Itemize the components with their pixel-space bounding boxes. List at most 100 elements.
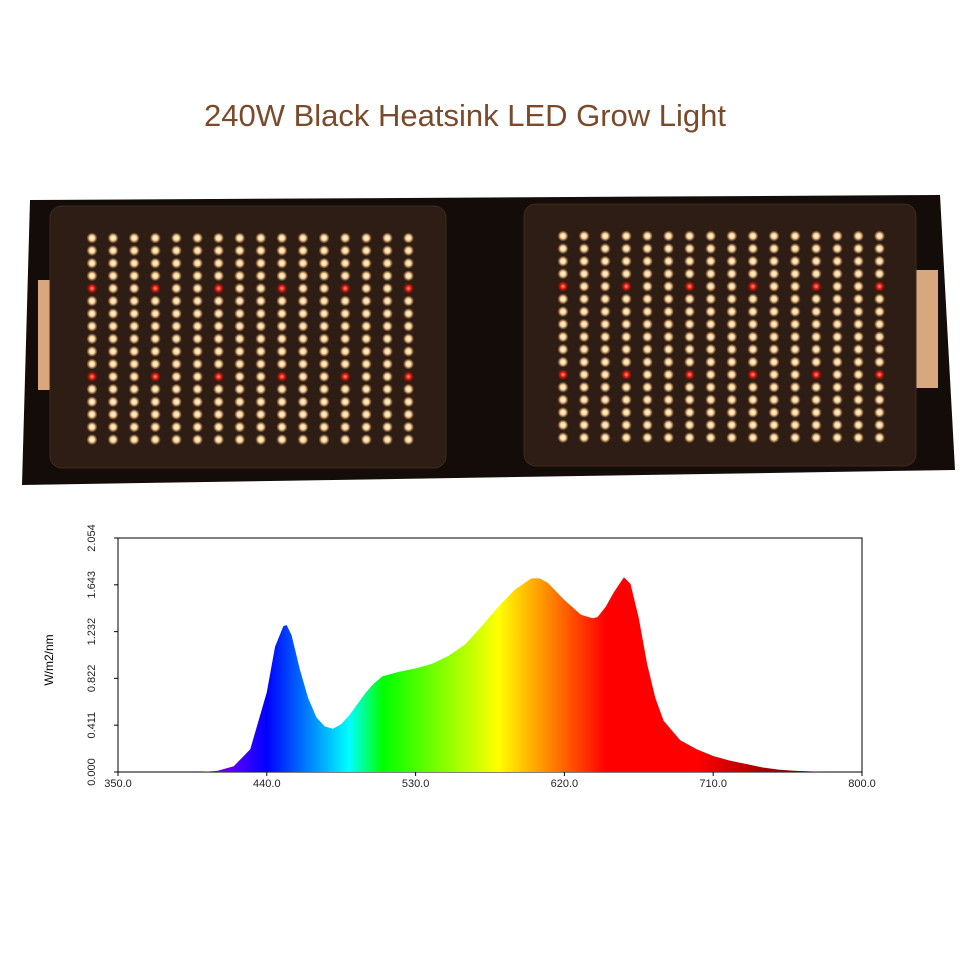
white-led — [276, 434, 288, 446]
white-led — [318, 434, 330, 446]
white-led — [192, 232, 203, 244]
white-led — [726, 406, 738, 418]
white-led — [557, 230, 569, 242]
lamp-photo — [22, 195, 955, 485]
white-led — [768, 280, 780, 292]
white-led — [810, 243, 822, 255]
white-led — [810, 230, 822, 242]
white-led — [789, 230, 801, 242]
white-led — [620, 432, 632, 444]
white-led — [852, 255, 864, 267]
y-tick-label: 2.054 — [86, 524, 98, 552]
white-led — [297, 383, 309, 395]
white-led — [789, 331, 801, 343]
white-led — [192, 383, 203, 395]
white-led — [297, 358, 309, 370]
white-led — [318, 232, 330, 244]
x-tick-label: 800.0 — [848, 778, 876, 790]
red-led — [339, 371, 351, 383]
white-led — [789, 394, 801, 406]
white-led — [705, 230, 717, 242]
white-led — [663, 406, 674, 418]
white-led — [768, 419, 780, 431]
white-led — [234, 270, 246, 282]
white-led — [641, 230, 653, 242]
white-led — [705, 343, 717, 355]
white-led — [339, 257, 351, 269]
white-led — [620, 331, 632, 343]
white-led — [128, 320, 140, 332]
white-led — [339, 421, 351, 433]
white-led — [768, 381, 780, 393]
white-led — [620, 394, 632, 406]
white-led — [86, 232, 98, 244]
white-led — [403, 257, 414, 269]
white-led — [403, 232, 414, 244]
white-led — [557, 318, 569, 330]
white-led — [641, 293, 653, 305]
y-tick-label: 1.232 — [86, 618, 98, 646]
white-led — [557, 419, 569, 431]
red-led — [86, 371, 98, 383]
white-led — [234, 371, 246, 383]
white-led — [641, 406, 653, 418]
white-led — [213, 295, 225, 307]
white-led — [170, 408, 182, 420]
white-led — [684, 331, 696, 343]
white-led — [831, 331, 843, 343]
y-tick-label: 0.000 — [86, 758, 98, 786]
white-led — [831, 268, 843, 280]
white-led — [599, 268, 611, 280]
white-led — [149, 308, 161, 320]
white-led — [276, 295, 288, 307]
white-led — [831, 406, 843, 418]
white-led — [852, 406, 864, 418]
white-led — [852, 331, 864, 343]
red-led — [557, 280, 569, 292]
white-led — [831, 381, 843, 393]
white-led — [297, 345, 309, 357]
white-led — [684, 419, 696, 431]
white-led — [684, 432, 696, 444]
white-led — [810, 331, 822, 343]
white-led — [297, 434, 309, 446]
white-led — [339, 434, 351, 446]
white-led — [705, 331, 717, 343]
white-led — [599, 394, 611, 406]
white-led — [641, 381, 653, 393]
white-led — [128, 371, 140, 383]
white-led — [107, 345, 119, 357]
white-led — [318, 358, 330, 370]
red-led — [810, 280, 822, 292]
white-led — [705, 306, 717, 318]
white-led — [297, 257, 309, 269]
white-led — [276, 345, 288, 357]
white-led — [318, 308, 330, 320]
white-led — [318, 396, 330, 408]
white-led — [318, 345, 330, 357]
white-led — [107, 421, 119, 433]
white-led — [726, 432, 738, 444]
white-led — [213, 320, 225, 332]
white-led — [339, 408, 351, 420]
white-led — [768, 293, 780, 305]
white-led — [747, 331, 759, 343]
white-led — [599, 293, 611, 305]
white-led — [810, 356, 822, 368]
white-led — [641, 243, 653, 255]
white-led — [705, 406, 717, 418]
white-led — [107, 270, 119, 282]
white-led — [192, 333, 203, 345]
white-led — [86, 408, 98, 420]
white-led — [768, 432, 780, 444]
white-led — [599, 230, 611, 242]
white-led — [557, 394, 569, 406]
white-led — [297, 232, 309, 244]
white-led — [360, 358, 372, 370]
white-led — [107, 257, 119, 269]
white-led — [255, 308, 267, 320]
white-led — [339, 308, 351, 320]
white-led — [789, 255, 801, 267]
white-led — [747, 255, 759, 267]
